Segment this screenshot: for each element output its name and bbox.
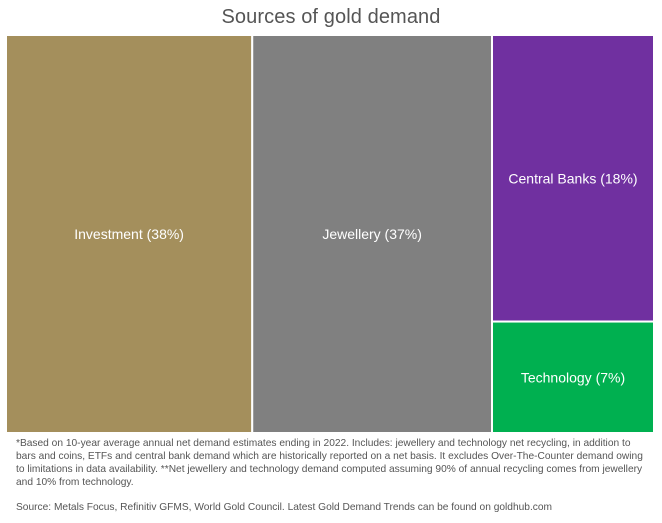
- tile-label-investment: Investment (38%): [74, 226, 184, 242]
- tile-jewellery: [251, 35, 493, 433]
- tile-technology: [491, 320, 654, 433]
- tile-label-jewellery: Jewellery (37%): [322, 226, 422, 242]
- source-note: Source: Metals Focus, Refinitiv GFMS, Wo…: [16, 502, 553, 513]
- chart-title: Sources of gold demand: [221, 6, 441, 28]
- tile-label-technology: Technology (7%): [521, 369, 625, 385]
- treemap-chart: Investment (38%) Jewellery (37%) Central B…: [6, 35, 654, 433]
- tile-central-banks: [491, 35, 654, 323]
- footnote: *Based on 10-year average annual net dem…: [16, 438, 643, 488]
- tile-label-central-banks: Central Banks (18%): [508, 170, 637, 186]
